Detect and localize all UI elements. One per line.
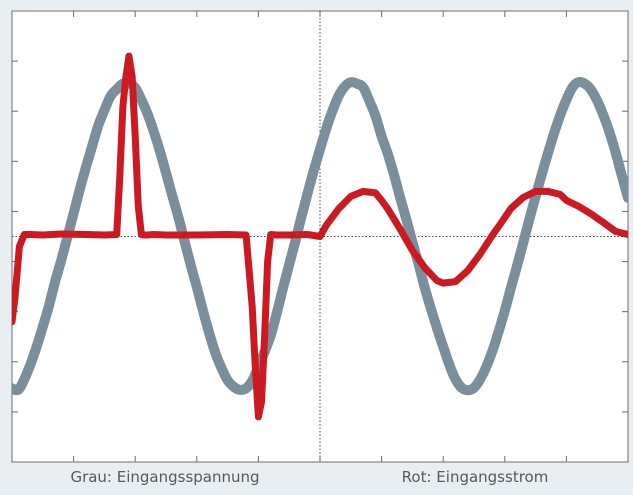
voltage-trace — [12, 77, 628, 396]
current-trace — [12, 52, 628, 421]
legend-voltage-label: Grau: Eingangsspannung — [70, 468, 260, 486]
legend-current-label: Rot: Eingangsstrom — [401, 468, 549, 486]
